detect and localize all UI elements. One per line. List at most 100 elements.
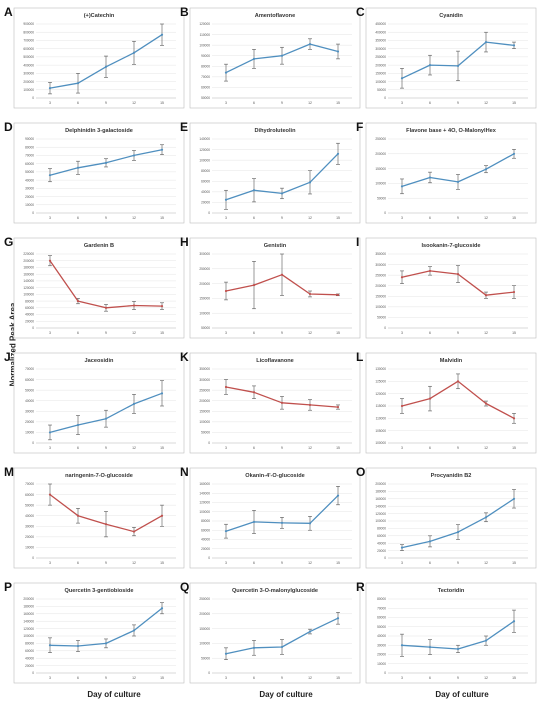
ytick-label-r-5: 50000	[377, 625, 386, 629]
xtick-label-e-3: 12	[308, 216, 312, 220]
panel-frame-a	[13, 7, 185, 109]
ytick-label-r-0: 0	[384, 671, 386, 675]
ytick-label-h-4: 250000	[199, 267, 210, 271]
data-point-d-3	[132, 154, 136, 157]
ytick-label-e-3: 60000	[201, 179, 210, 183]
xtick-label-d-1: 6	[77, 216, 79, 220]
ytick-label-p-2: 40000	[25, 656, 34, 660]
ytick-label-p-5: 100000	[23, 634, 34, 638]
xtick-label-l-3: 12	[484, 446, 488, 450]
ytick-label-r-3: 30000	[377, 643, 386, 647]
panel-k: K Licoflavanone 0 50000 100000 150000 200000 25…	[180, 350, 361, 454]
ytick-label-b-4: 90000	[201, 54, 210, 58]
data-point-f-3	[484, 168, 488, 171]
data-point-b-0	[224, 71, 228, 74]
panel-letter-l: L	[356, 350, 363, 364]
ytick-label-l-5: 125000	[375, 380, 386, 384]
data-point-q-2	[280, 645, 284, 649]
ytick-label-m-2: 20000	[25, 535, 34, 539]
xtick-label-i-3: 12	[484, 331, 488, 335]
data-point-a-4	[160, 33, 164, 36]
ytick-label-m-1: 10000	[25, 546, 34, 550]
panel-r: R Tectoridin 0 10000 20000 30000 40000 50000 600…	[356, 580, 537, 684]
ytick-label-i-1: 50000	[377, 316, 386, 320]
data-point-d-4	[160, 148, 164, 151]
ytick-label-e-2: 40000	[201, 190, 210, 194]
panel-letter-g: G	[4, 235, 13, 249]
ytick-label-e-0: 0	[208, 211, 210, 215]
panel-letter-d: D	[4, 120, 13, 134]
ytick-label-k-4: 200000	[199, 399, 210, 403]
xtick-label-o-2: 9	[457, 561, 459, 565]
data-point-c-1	[428, 64, 432, 67]
panel-letter-n: N	[180, 465, 189, 479]
data-point-e-2	[280, 192, 284, 195]
data-point-o-3	[484, 516, 488, 519]
panel-i: I Isookanin-7-glucoside 0 50000 100000 150000…	[356, 235, 537, 339]
ytick-label-a-4: 400000	[23, 63, 34, 67]
ytick-label-j-6: 60000	[25, 378, 34, 382]
ytick-label-r-4: 40000	[377, 634, 386, 638]
xtick-label-f-0: 3	[401, 216, 403, 220]
data-point-g-4	[160, 305, 164, 308]
panel-e: E Dihydroluteolin 0 20000 40000 60000 80000 100…	[180, 120, 361, 224]
ytick-label-c-7: 350000	[375, 39, 386, 43]
xtick-label-k-2: 9	[281, 446, 283, 450]
data-point-i-2	[456, 272, 460, 276]
data-point-l-3	[484, 402, 488, 405]
ytick-label-d-1: 10000	[25, 203, 34, 207]
ytick-label-o-6: 120000	[375, 512, 386, 516]
panel-title-e: Dihydroluteolin	[254, 128, 296, 134]
xtick-label-b-3: 12	[308, 101, 312, 105]
ytick-label-d-7: 70000	[25, 154, 34, 158]
panel-title-b: Amentoflavone	[255, 13, 295, 19]
panel-c: C Cyanidin 0 50000 100000 150000 200000 250000 3…	[356, 5, 537, 109]
xtick-label-r-0: 3	[401, 676, 403, 680]
xtick-label-e-0: 3	[225, 216, 227, 220]
xtick-label-q-1: 6	[253, 676, 255, 680]
ytick-label-f-4: 200000	[375, 152, 386, 156]
ytick-label-p-10: 200000	[23, 597, 34, 601]
xtick-label-m-0: 3	[49, 561, 51, 565]
data-point-d-2	[104, 161, 108, 164]
xtick-label-f-2: 9	[457, 216, 459, 220]
ytick-label-n-5: 100000	[199, 510, 210, 514]
ytick-label-q-0: 0	[208, 671, 210, 675]
xtick-label-c-2: 9	[457, 101, 459, 105]
panel-letter-b: B	[180, 5, 189, 19]
xtick-label-a-4: 15	[160, 101, 164, 105]
ytick-label-k-0: 0	[208, 441, 210, 445]
ytick-label-j-0: 0	[32, 441, 34, 445]
panel-title-q: Quercetin 3-O-malonylglucoside	[232, 588, 318, 594]
ytick-label-k-7: 350000	[199, 367, 210, 371]
xtick-label-j-1: 6	[77, 446, 79, 450]
xtick-label-k-0: 3	[225, 446, 227, 450]
ytick-label-m-0: 0	[32, 556, 34, 560]
xtick-label-k-4: 15	[336, 446, 340, 450]
data-point-h-4	[336, 293, 340, 296]
data-point-h-0	[224, 289, 228, 293]
ytick-label-j-7: 70000	[25, 367, 34, 371]
data-point-h-2	[280, 273, 284, 276]
data-point-l-1	[428, 397, 432, 400]
data-point-a-0	[48, 87, 52, 90]
panel-frame-b	[189, 7, 361, 109]
data-point-n-0	[224, 530, 228, 533]
panel-letter-h: H	[180, 235, 189, 249]
panel-frame-m	[13, 467, 185, 569]
data-point-o-1	[428, 540, 432, 543]
ytick-label-j-2: 20000	[25, 420, 34, 424]
ytick-label-b-1: 60000	[201, 86, 210, 90]
data-point-p-1	[76, 644, 80, 648]
ytick-label-b-6: 110000	[200, 33, 211, 37]
data-point-q-4	[336, 617, 340, 620]
ytick-label-q-2: 100000	[199, 642, 210, 646]
xtick-label-g-2: 9	[105, 331, 107, 335]
panel-frame-j	[13, 352, 185, 454]
xtick-label-m-2: 9	[105, 561, 107, 565]
xtick-label-p-1: 6	[77, 676, 79, 680]
data-point-a-3	[132, 51, 136, 54]
xtick-label-f-1: 6	[429, 216, 431, 220]
data-point-e-3	[308, 181, 312, 184]
ytick-label-q-1: 50000	[201, 656, 210, 660]
